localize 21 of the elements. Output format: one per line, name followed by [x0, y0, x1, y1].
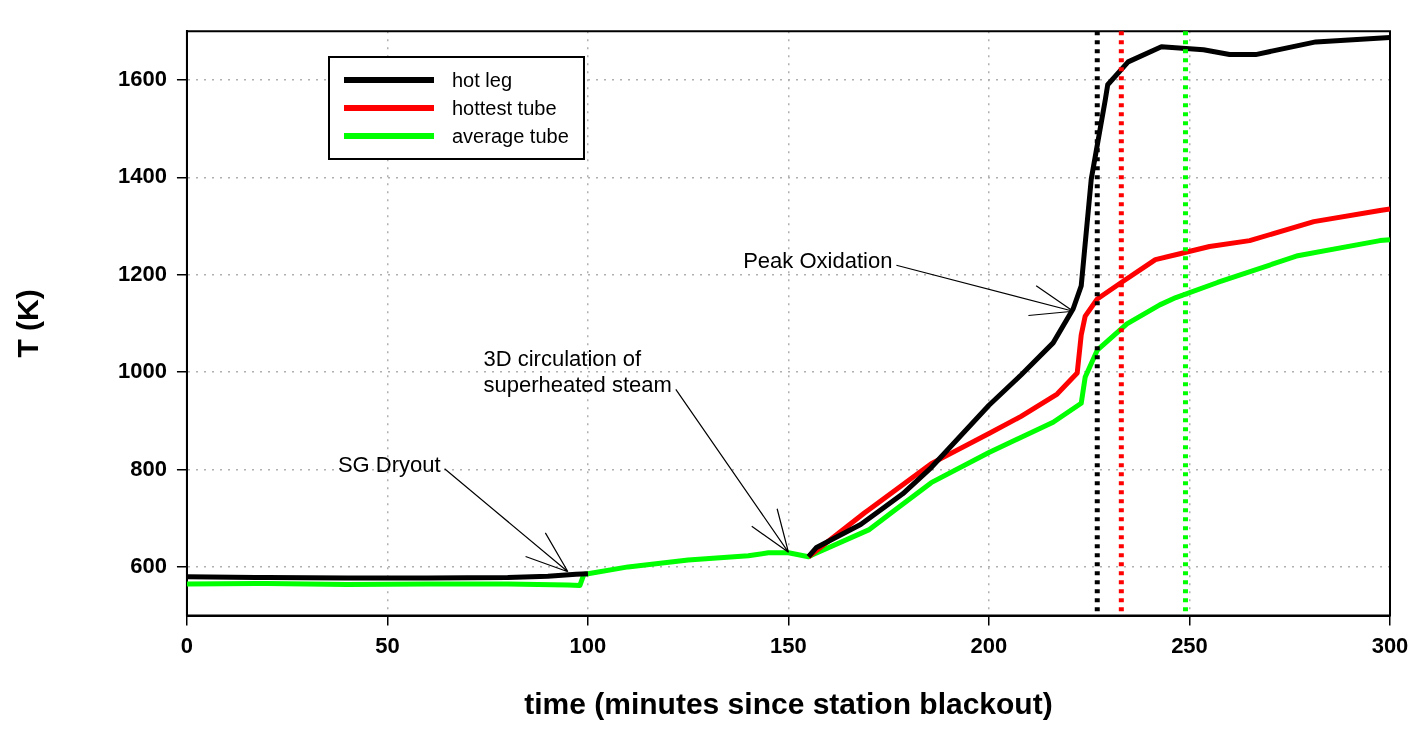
- annotation: 3D circulation of superheated steam: [483, 346, 672, 398]
- y-tick-label: 600: [130, 552, 167, 578]
- annotation: Peak Oxidation: [743, 248, 893, 274]
- x-tick-label: 0: [180, 632, 194, 658]
- y-tick-label: 1400: [117, 163, 167, 189]
- x-tick-label: 50: [375, 632, 400, 658]
- x-tick-label: 150: [770, 632, 807, 658]
- x-tick-label: 200: [970, 632, 1008, 658]
- x-axis-title: time (minutes since station blackout): [524, 687, 1053, 721]
- y-tick-label: 1000: [117, 358, 167, 384]
- legend-label: average tube: [452, 124, 569, 148]
- x-tick-label: 100: [569, 632, 607, 658]
- y-tick-label: 1200: [117, 260, 167, 286]
- legend-label: hottest tube: [452, 96, 557, 120]
- legend-label: hot leg: [452, 68, 513, 92]
- x-tick-label: 300: [1371, 632, 1409, 658]
- y-tick-label: 800: [130, 455, 167, 481]
- y-tick-label: 1600: [117, 65, 167, 91]
- y-axis-title: T (K): [11, 289, 45, 358]
- x-tick-label: 250: [1171, 632, 1208, 658]
- annotation: SG Dryout: [337, 451, 441, 477]
